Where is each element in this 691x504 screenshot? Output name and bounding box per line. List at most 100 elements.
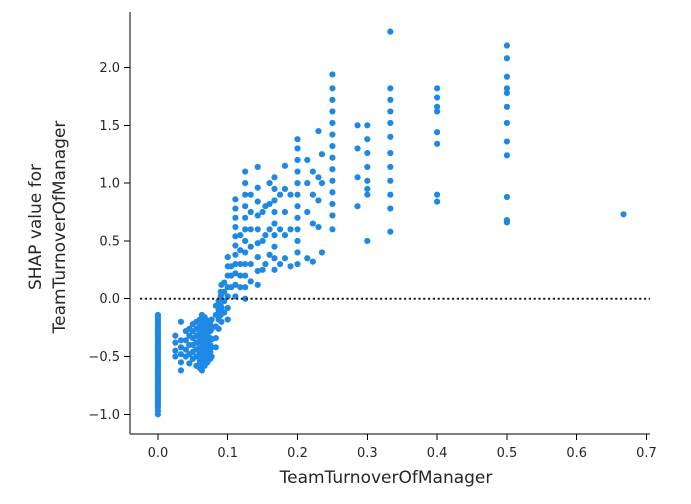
x-tick-label: 0.5 <box>497 446 518 461</box>
data-point <box>247 278 254 285</box>
data-point <box>177 367 185 374</box>
data-point <box>172 332 179 339</box>
data-point <box>242 272 249 279</box>
data-point <box>208 316 215 323</box>
data-point <box>232 233 239 240</box>
x-tick-label: 0.1 <box>217 446 238 461</box>
x-axis-title: TeamTurnoverOfManager <box>279 468 493 488</box>
data-point <box>304 255 311 262</box>
data-point <box>434 103 441 110</box>
data-point <box>354 122 361 129</box>
data-point <box>177 337 185 344</box>
data-point <box>254 163 261 171</box>
data-point <box>329 154 336 161</box>
data-point <box>247 208 254 216</box>
data-point <box>208 353 215 360</box>
data-point <box>237 247 244 254</box>
data-point <box>271 255 278 262</box>
data-point <box>262 260 269 268</box>
data-point <box>387 119 394 127</box>
data-point <box>294 249 301 256</box>
data-point <box>232 223 239 231</box>
data-point <box>294 136 301 143</box>
y-tick-label: 0.0 <box>99 292 120 307</box>
data-point <box>242 214 249 221</box>
data-point <box>221 288 228 295</box>
data-point <box>387 177 394 184</box>
data-point <box>315 127 322 135</box>
data-point <box>182 346 189 353</box>
data-point <box>434 85 441 92</box>
data-point <box>266 200 273 208</box>
data-point <box>232 205 239 212</box>
data-point <box>329 71 336 78</box>
data-point <box>242 295 249 302</box>
data-point <box>281 208 289 216</box>
data-point <box>329 189 336 196</box>
data-point <box>329 166 336 173</box>
data-point <box>232 260 239 268</box>
data-point <box>237 272 244 279</box>
data-point <box>182 337 189 344</box>
data-point <box>271 266 278 273</box>
data-point <box>281 232 289 239</box>
data-point <box>364 149 371 157</box>
data-point <box>224 254 231 261</box>
data-point <box>315 197 322 204</box>
data-point <box>387 191 394 198</box>
data-point <box>247 226 254 233</box>
y-axis-ticks: −1.0 −0.5 0.0 0.5 1.0 1.5 2.0 <box>88 61 130 423</box>
data-point <box>294 237 301 245</box>
data-point <box>503 85 511 92</box>
y-tick-label: 1.5 <box>99 119 120 134</box>
data-point <box>259 208 266 216</box>
data-point <box>294 214 301 221</box>
data-point <box>304 156 311 164</box>
data-point <box>237 284 244 291</box>
data-point <box>262 232 269 239</box>
data-point <box>287 191 294 198</box>
data-point <box>276 191 284 198</box>
data-point <box>503 138 511 145</box>
data-point <box>224 316 231 323</box>
data-point <box>172 353 179 360</box>
data-point <box>281 162 289 169</box>
data-point <box>503 73 511 80</box>
data-point <box>232 196 239 203</box>
data-point <box>259 266 266 273</box>
data-point <box>232 214 239 221</box>
data-point <box>387 85 394 92</box>
data-point <box>364 163 371 171</box>
data-point <box>242 260 249 268</box>
x-tick-label: 0.3 <box>357 446 378 461</box>
data-point <box>242 249 249 256</box>
x-axis-ticks: 0.0 0.1 0.2 0.3 0.4 0.5 0.6 0.7 <box>148 434 657 461</box>
data-point <box>620 211 627 218</box>
y-tick-label: −0.5 <box>88 350 120 365</box>
data-point <box>237 260 244 268</box>
data-point <box>387 108 394 115</box>
data-point <box>329 200 336 208</box>
data-point <box>329 96 336 103</box>
data-point <box>387 133 394 140</box>
data-point <box>309 220 316 227</box>
data-point <box>281 255 289 262</box>
data-point <box>242 168 249 175</box>
data-point <box>309 258 316 265</box>
data-point <box>294 203 301 210</box>
data-point <box>177 359 185 366</box>
data-point <box>177 351 185 358</box>
data-point <box>304 180 311 187</box>
x-tick-label: 0.2 <box>287 446 308 461</box>
data-point <box>503 42 511 49</box>
data-point <box>254 240 261 247</box>
y-tick-label: 0.5 <box>99 234 120 249</box>
data-point <box>364 122 371 129</box>
data-point <box>254 226 261 233</box>
data-point <box>329 85 336 92</box>
data-point <box>329 143 336 150</box>
data-point <box>354 145 361 152</box>
data-point <box>294 145 301 152</box>
data-point <box>212 311 219 319</box>
data-point <box>218 318 225 325</box>
